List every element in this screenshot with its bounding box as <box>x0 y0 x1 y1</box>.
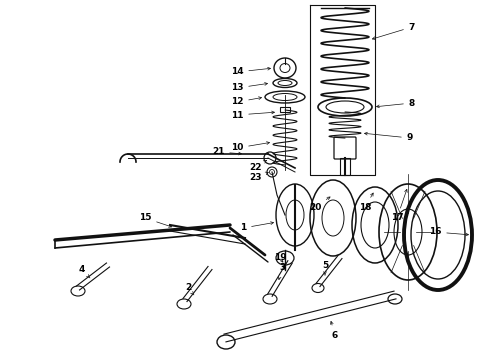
Text: 16: 16 <box>429 228 468 237</box>
Text: 1: 1 <box>240 222 273 233</box>
Text: 2: 2 <box>185 284 194 295</box>
Text: 20: 20 <box>309 197 330 211</box>
Text: 3: 3 <box>278 264 285 280</box>
Text: 18: 18 <box>359 193 373 211</box>
Text: 15: 15 <box>139 213 172 227</box>
Text: 7: 7 <box>372 22 415 40</box>
Bar <box>280 107 290 112</box>
Text: 14: 14 <box>231 67 270 77</box>
Text: 23: 23 <box>249 172 269 183</box>
Text: 13: 13 <box>231 82 268 93</box>
Text: 22: 22 <box>249 160 267 172</box>
Bar <box>340 158 350 175</box>
Text: 8: 8 <box>376 99 415 108</box>
Text: 10: 10 <box>231 142 270 153</box>
Text: 5: 5 <box>322 261 328 275</box>
Text: 9: 9 <box>365 132 413 143</box>
Text: 21: 21 <box>212 148 242 157</box>
Text: 12: 12 <box>231 97 262 107</box>
Text: 19: 19 <box>274 253 286 262</box>
Text: 17: 17 <box>391 189 407 222</box>
Text: 11: 11 <box>231 111 274 120</box>
Text: 4: 4 <box>79 266 90 278</box>
Text: 6: 6 <box>330 321 338 339</box>
